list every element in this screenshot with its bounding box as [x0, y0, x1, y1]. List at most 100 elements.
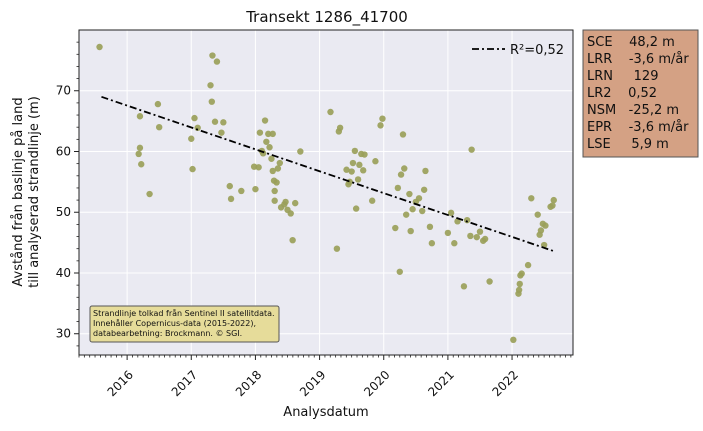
data-point: [346, 178, 353, 186]
data-point: [392, 224, 399, 232]
data-point: [188, 135, 195, 142]
x-tick-label: 2020: [361, 368, 392, 399]
source-note: Strandlinje tolkad från Sentinel II sate…: [89, 305, 280, 343]
data-point: [256, 129, 264, 136]
data-point: [271, 197, 278, 204]
stats-line-sce: SCE 48,2 m: [587, 35, 675, 50]
data-point: [409, 206, 416, 213]
data-point: [356, 161, 363, 169]
data-point: [269, 167, 276, 175]
data-point: [467, 232, 474, 240]
data-point: [287, 210, 294, 217]
stats-line-epr: EPR -3,6 m/år: [587, 120, 689, 135]
y-axis-label-line-2: till analyserad strandlinje (m): [27, 96, 42, 288]
data-point: [476, 228, 484, 235]
data-point: [486, 278, 493, 285]
data-point: [401, 165, 408, 172]
stats-line-lrn: LRN 129: [587, 69, 658, 84]
data-point: [266, 144, 273, 151]
source-note-line-3: databearbetning: Brockmann. © SGI.: [93, 329, 242, 338]
data-point: [468, 146, 475, 153]
data-point: [274, 165, 282, 172]
data-point: [463, 216, 471, 224]
source-note-background: [89, 305, 280, 343]
data-point: [238, 187, 245, 195]
data-point: [252, 185, 259, 193]
y-tick-label: 70: [56, 84, 71, 98]
data-point: [218, 129, 225, 136]
x-tick-label: 2016: [105, 368, 136, 399]
data-point: [397, 171, 405, 178]
trend-line-group: [101, 95, 555, 252]
data-point: [138, 161, 145, 168]
data-point: [524, 261, 532, 269]
data-point: [209, 52, 216, 59]
stats-line-nsm: NSM -25,2 m: [587, 103, 679, 118]
stats-box-background: [582, 29, 699, 158]
data-point: [297, 148, 304, 155]
data-point: [407, 227, 414, 235]
data-point: [227, 195, 235, 203]
data-point: [481, 235, 489, 243]
data-point: [146, 190, 153, 198]
data-point: [336, 124, 344, 132]
data-point: [136, 144, 144, 152]
x-tick-label: 2017: [169, 368, 200, 399]
data-point: [550, 196, 557, 204]
stats-line-lr2: LR2 0,52: [587, 86, 657, 101]
data-point: [422, 167, 429, 175]
plot-area: [78, 29, 574, 356]
data-point: [255, 164, 262, 171]
y-tick-label: 60: [56, 144, 71, 158]
data-point: [189, 165, 196, 173]
data-point: [265, 130, 272, 138]
data-point: [528, 195, 535, 202]
data-point: [213, 58, 221, 65]
data-point: [220, 119, 227, 126]
data-point: [516, 280, 523, 288]
data-point: [396, 268, 403, 275]
data-point: [211, 118, 219, 125]
trend-line: [101, 95, 555, 252]
data-point: [349, 159, 357, 167]
data-point: [333, 245, 341, 252]
data-point: [263, 138, 270, 145]
data-point: [352, 205, 360, 212]
data-point: [292, 199, 299, 207]
data-point: [460, 283, 468, 290]
data-point: [419, 207, 426, 215]
data-point: [96, 43, 103, 51]
data-point: [282, 198, 289, 206]
x-tick-label: 2022: [490, 368, 521, 399]
data-point: [368, 197, 376, 204]
data-point: [542, 222, 549, 229]
data-point: [135, 150, 142, 158]
data-point: [515, 286, 523, 294]
y-axis-label-line-1: Avstånd från baslinje på land: [11, 97, 26, 286]
data-point: [402, 211, 410, 218]
data-point: [372, 158, 379, 165]
data-point: [420, 186, 428, 193]
data-point: [451, 240, 458, 247]
data-point: [415, 195, 423, 202]
plot-frame: [78, 29, 574, 356]
chart-title: Transekt 1286_41700: [245, 8, 408, 27]
data-point: [269, 130, 276, 138]
legend: R²=0,52: [472, 43, 564, 58]
data-point: [537, 227, 545, 234]
data-point: [268, 155, 275, 162]
data-point: [276, 159, 284, 167]
data-point: [354, 176, 362, 183]
data-point: [351, 147, 359, 155]
data-point: [273, 179, 280, 186]
data-point: [207, 82, 214, 89]
data-point: [327, 108, 334, 116]
data-point: [377, 122, 384, 129]
data-point: [549, 202, 556, 209]
y-tick-label: 40: [56, 266, 71, 280]
x-tick-label: 2018: [233, 368, 264, 399]
data-point: [510, 336, 517, 344]
source-note-line-2: Innehåller Copernicus-data (2015-2022),: [93, 318, 256, 328]
data-point: [518, 270, 525, 277]
